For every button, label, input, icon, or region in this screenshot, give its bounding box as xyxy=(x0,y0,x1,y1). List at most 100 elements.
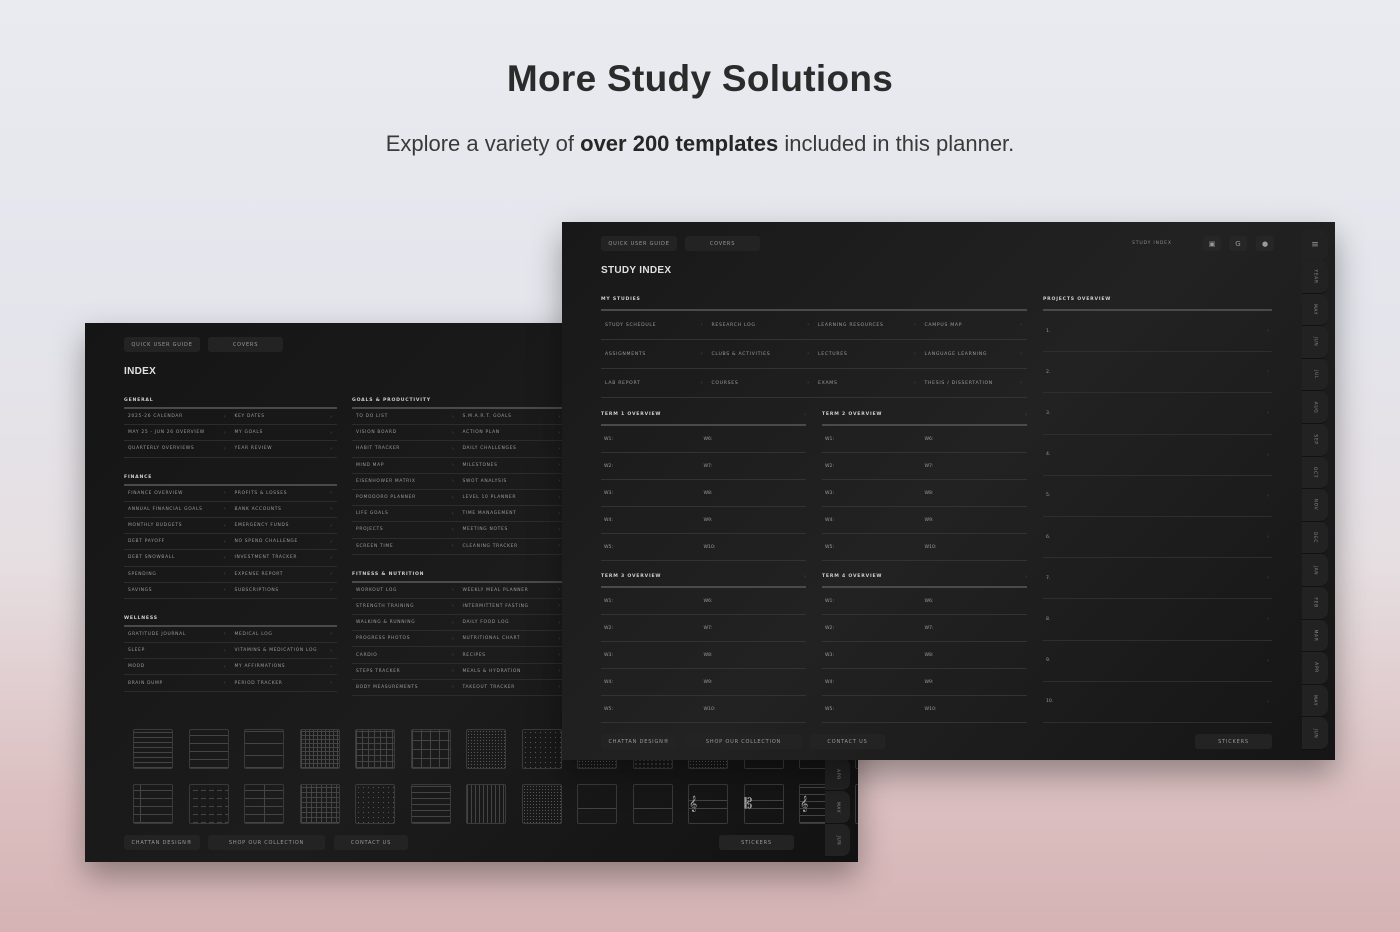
week-row[interactable]: W2: W7: xyxy=(822,453,1027,480)
week-row[interactable]: W1: W6: xyxy=(601,426,806,453)
paper-template-dots-column[interactable] xyxy=(355,784,395,824)
index-link[interactable]: MEALS & HYDRATION › xyxy=(458,664,565,680)
index-link[interactable]: KEY DATES › xyxy=(230,409,337,426)
index-link[interactable]: 1. › xyxy=(1043,311,1272,353)
index-link[interactable]: INVESTMENT TRACKER › xyxy=(230,550,337,567)
index-link[interactable]: ACTION PLAN › xyxy=(458,425,565,442)
index-link[interactable]: DAILY FOOD LOG › xyxy=(458,615,565,632)
paper-template-cornell[interactable] xyxy=(632,784,673,824)
paper-template-grid-fine[interactable] xyxy=(299,729,340,769)
index-link[interactable]: TAKEOUT TRACKER › xyxy=(458,680,565,696)
week-row[interactable]: W4: W9: xyxy=(822,507,1027,534)
index-link[interactable]: SUBSCRIPTIONS › xyxy=(230,583,337,599)
index-link[interactable]: WALKING & RUNNING › xyxy=(352,615,459,632)
week-row[interactable]: W2: W7: xyxy=(822,615,1027,642)
quick-user-guide-button[interactable]: QUICK USER GUIDE xyxy=(601,236,677,251)
term-header[interactable]: TERM 3 OVERVIEW › xyxy=(601,574,806,583)
paper-template-lined-dense[interactable] xyxy=(133,729,173,769)
week-row[interactable]: W1: W6: xyxy=(822,588,1027,615)
index-link[interactable]: CARDIO › xyxy=(352,647,459,664)
index-link[interactable]: RECIPES › xyxy=(458,647,565,664)
index-link[interactable]: MILESTONES › xyxy=(458,458,565,474)
index-link[interactable]: LEARNING RESOURCES › xyxy=(814,311,921,340)
tab-month[interactable]: JAN xyxy=(1302,554,1328,587)
paper-template-lined[interactable] xyxy=(188,729,229,769)
index-link[interactable]: 4. › xyxy=(1043,435,1272,476)
index-link[interactable]: PROJECTS › xyxy=(352,522,459,539)
stickers-button[interactable]: STICKERS xyxy=(719,835,794,850)
index-link[interactable]: MIND MAP › xyxy=(352,458,459,474)
quick-user-guide-button[interactable]: QUICK USER GUIDE xyxy=(124,337,200,352)
index-link[interactable]: LIFE GOALS › xyxy=(352,506,459,523)
hamburger-icon[interactable]: ≡ xyxy=(1302,230,1328,260)
index-link[interactable]: ANNUAL FINANCIAL GOALS › xyxy=(124,502,231,518)
index-link[interactable]: BRAIN DUMP › xyxy=(124,675,231,692)
index-link[interactable]: VISION BOARD › xyxy=(352,425,459,442)
index-link[interactable]: SLEEP › xyxy=(124,643,231,660)
index-link[interactable]: TO DO LIST › xyxy=(352,409,459,426)
index-link[interactable]: MOOD › xyxy=(124,659,231,676)
index-link[interactable]: 8. › xyxy=(1043,599,1272,641)
index-link[interactable]: STRENGTH TRAINING › xyxy=(352,599,459,616)
index-link[interactable]: EMERGENCY FUNDS › xyxy=(230,518,337,535)
week-row[interactable]: W4: W9: xyxy=(601,669,806,696)
week-row[interactable]: W4: W9: xyxy=(601,507,806,534)
index-link[interactable]: S.M.A.R.T. GOALS › xyxy=(458,409,565,426)
index-link[interactable]: DEBT PAYOFF › xyxy=(124,534,231,551)
paper-template-dashed[interactable] xyxy=(188,784,229,824)
week-row[interactable]: W2: W7: xyxy=(601,453,806,480)
chattan-design-button[interactable]: CHATTAN DESIGN® xyxy=(601,734,677,749)
index-link[interactable]: CLEANING TRACKER › xyxy=(458,539,565,555)
index-link[interactable]: 2025-26 CALENDAR › xyxy=(124,409,231,426)
index-link[interactable]: LAB REPORT › xyxy=(601,369,708,398)
term-header[interactable]: TERM 1 OVERVIEW › xyxy=(601,412,806,421)
index-link[interactable]: VITAMINS & MEDICATION LOG › xyxy=(230,643,337,660)
tab-month[interactable]: APR xyxy=(1302,652,1328,685)
index-link[interactable]: PERIOD TRACKER › xyxy=(230,675,337,692)
index-link[interactable]: SCREEN TIME › xyxy=(352,539,459,555)
tab-month[interactable]: MAR xyxy=(1302,619,1328,653)
tab-month[interactable]: SEP xyxy=(1302,423,1328,457)
index-link[interactable]: FINANCE OVERVIEW › xyxy=(124,486,231,502)
index-link[interactable]: RESEARCH LOG › xyxy=(707,311,814,340)
index-link[interactable]: PROFITS & LOSSES › xyxy=(230,486,337,502)
index-link[interactable]: 9. › xyxy=(1043,641,1272,682)
paper-template-cornell[interactable] xyxy=(577,784,617,824)
index-link[interactable]: WORKOUT LOG › xyxy=(352,583,459,599)
index-link[interactable]: SAVINGS › xyxy=(124,583,231,599)
index-link[interactable]: MY GOALS › xyxy=(230,425,337,442)
tab-month[interactable]: FEB xyxy=(1302,586,1328,620)
paper-template-split-grid-top[interactable] xyxy=(466,784,506,824)
term-header[interactable]: TERM 2 OVERVIEW › xyxy=(822,412,1027,421)
paper-template-split-dots-top[interactable] xyxy=(521,784,562,824)
index-link[interactable]: 6. › xyxy=(1043,517,1272,559)
tab-month[interactable]: JUN xyxy=(825,824,850,857)
index-link[interactable]: NUTRITIONAL CHART › xyxy=(458,631,565,648)
week-row[interactable]: W3: W8: xyxy=(822,642,1027,669)
paper-template-alto-staff[interactable]: 𝄡 xyxy=(743,784,784,824)
tab-month[interactable]: APR xyxy=(825,758,850,791)
index-link[interactable]: EISENHOWER MATRIX › xyxy=(352,474,459,490)
index-link[interactable]: BANK ACCOUNTS › xyxy=(230,502,337,518)
index-link[interactable]: 7. › xyxy=(1043,558,1272,600)
index-link[interactable]: QUARTERLY OVERVIEWS › xyxy=(124,441,231,458)
contact-us-button[interactable]: CONTACT US xyxy=(334,835,408,850)
index-link[interactable]: LECTURES › xyxy=(814,340,921,369)
paper-template-split-grid[interactable] xyxy=(299,784,340,824)
index-link[interactable]: STEPS TRACKER › xyxy=(352,664,459,680)
tab-month[interactable]: JUL xyxy=(1302,358,1328,392)
index-link[interactable]: TIME MANAGEMENT › xyxy=(458,506,565,523)
tab-month[interactable]: MAY xyxy=(1302,293,1328,327)
week-row[interactable]: W5: W10: xyxy=(601,534,806,561)
index-link[interactable]: SWOT ANALYSIS › xyxy=(458,474,565,490)
index-link[interactable]: SPENDING › xyxy=(124,567,231,583)
index-link[interactable]: 2. › xyxy=(1043,352,1272,394)
index-link[interactable]: YEAR REVIEW › xyxy=(230,441,337,458)
paper-template-lined-margin[interactable] xyxy=(133,784,173,824)
index-link[interactable]: ASSIGNMENTS › xyxy=(601,340,708,369)
shop-collection-button[interactable]: SHOP OUR COLLECTION xyxy=(685,734,802,749)
index-link[interactable]: GRATITUDE JOURNAL › xyxy=(124,627,231,644)
tab-month[interactable]: JUN xyxy=(1302,326,1328,359)
index-link[interactable]: BODY MEASUREMENTS › xyxy=(352,680,459,696)
index-link[interactable]: MEETING NOTES › xyxy=(458,522,565,539)
